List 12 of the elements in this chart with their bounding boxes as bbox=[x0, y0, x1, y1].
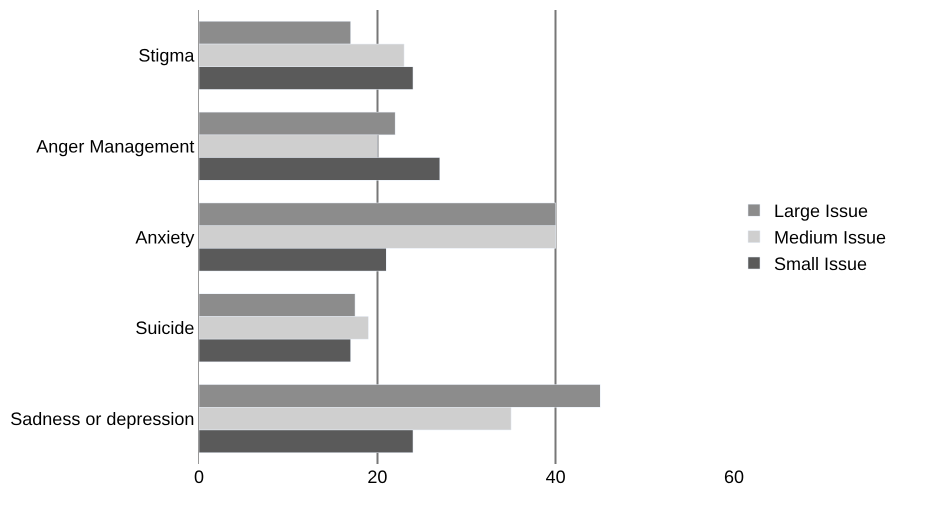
legend-label: Medium Issue bbox=[774, 228, 886, 248]
x-tick-label: 20 bbox=[367, 467, 388, 487]
legend-label: Large Issue bbox=[774, 201, 868, 222]
y-tick-label: Anxiety bbox=[135, 227, 194, 248]
x-tick-label: 60 bbox=[724, 467, 744, 487]
y-tick-label: Stigma bbox=[138, 46, 196, 66]
x-tick-label: 0 bbox=[194, 467, 204, 487]
legend-label: Small Issue bbox=[774, 254, 868, 274]
x-tick-label: 40 bbox=[546, 467, 566, 487]
y-tick-label: Anger Management bbox=[36, 136, 194, 156]
y-tick-label: Sadness or depression bbox=[10, 408, 194, 429]
y-tick-label: Suicide bbox=[135, 318, 194, 338]
